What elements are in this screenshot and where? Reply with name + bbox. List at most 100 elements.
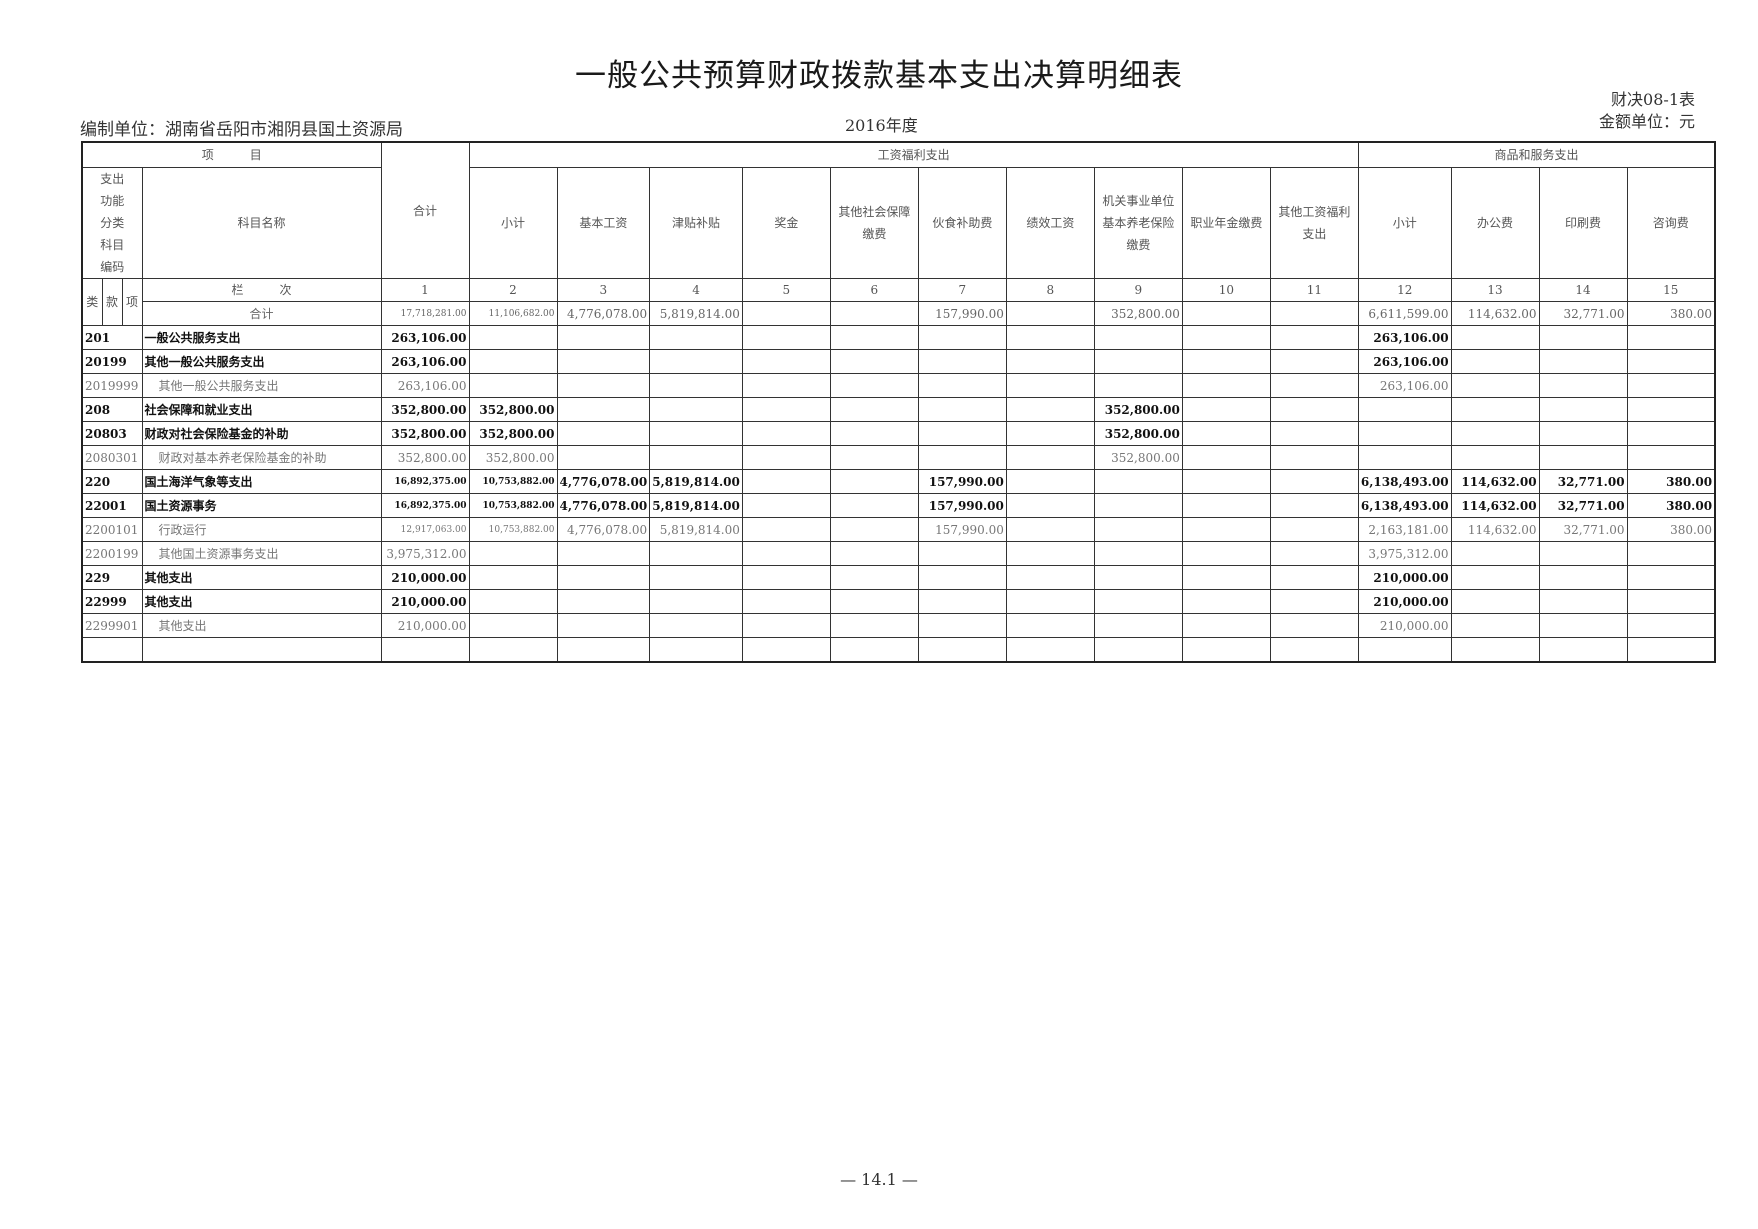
header-goods-group: 商品和服务支出 [1357,141,1716,168]
row-cell [741,349,831,374]
total-cell: 11,106,682.00 [468,301,558,326]
row-cell [1538,445,1628,470]
row-cell [1626,445,1716,470]
row-cell: 114,632.00 [1450,469,1540,494]
row-cell [1093,517,1183,542]
row-code: 22999 [81,589,143,614]
row-cell [1626,397,1716,422]
row-cell [556,373,651,398]
row-cell [1093,613,1183,638]
column-number: 10 [1181,278,1271,302]
row-cell [1005,541,1095,566]
row-cell [1269,349,1359,374]
row-cell [917,565,1007,590]
row-cell [1269,541,1359,566]
row-name: 财政对基本养老保险基金的补助 [141,445,382,470]
row-cell [1450,589,1540,614]
row-cell [829,541,919,566]
row-cell [1538,565,1628,590]
row-cell [1626,325,1716,350]
column-number: 15 [1626,278,1716,302]
row-cell [1269,397,1359,422]
form-number: 财决08-1表 [1611,90,1695,109]
header-sub-3: 基本工资 [556,167,651,279]
row-cell [829,421,919,446]
row-cell: 263,106.00 [1357,349,1452,374]
row-cell [829,493,919,518]
column-number: 9 [1093,278,1183,302]
budget-table: 项 目 合计 工资福利支出 商品和服务支出 支出功能分类科目编码 科目名称 小计… [81,141,1717,663]
total-cell [1181,301,1271,326]
row-cell [468,373,558,398]
row-cell [468,541,558,566]
row-cell [649,325,743,350]
row-cell [1181,397,1271,422]
row-cell [741,589,831,614]
empty-cell [380,637,470,663]
row-cell [829,445,919,470]
row-cell [1538,325,1628,350]
row-cell [1093,589,1183,614]
total-cell: 352,800.00 [1093,301,1183,326]
row-cell [649,589,743,614]
row-cell [1269,373,1359,398]
row-code: 2299901 [81,613,143,638]
row-name: 行政运行 [141,517,382,542]
total-cell: 157,990.00 [917,301,1007,326]
row-cell [1269,493,1359,518]
table-row: 220 国土海洋气象等支出 16,892,375.00 10,753,882.00 4,… [81,469,1716,494]
total-cell: 380.00 [1626,301,1716,326]
row-cell [1093,373,1183,398]
row-cell [1269,517,1359,542]
row-cell [556,565,651,590]
row-cell [1450,445,1540,470]
row-cell [468,613,558,638]
row-cell [1538,589,1628,614]
fiscal-year: 2016年度 [845,116,918,135]
row-cell: 380.00 [1626,517,1716,542]
row-cell [1269,613,1359,638]
empty-cell [1005,637,1095,663]
row-cell [649,397,743,422]
row-cell [468,565,558,590]
row-cell [1005,445,1095,470]
empty-cell [917,637,1007,663]
row-cell: 210,000.00 [1357,589,1452,614]
empty-cell [1450,637,1540,663]
row-code: 20803 [81,421,143,446]
row-cell [829,397,919,422]
empty-cell [741,637,831,663]
row-cell [741,421,831,446]
row-cell [556,421,651,446]
row-cell: 10,753,882.00 [468,517,558,542]
row-cell: 5,819,814.00 [649,469,743,494]
row-cell: 210,000.00 [1357,565,1452,590]
row-cell [1357,445,1452,470]
empty-cell [1538,637,1628,663]
total-cell [741,301,831,326]
row-cell: 210,000.00 [380,565,470,590]
row-name: 其他一般公共服务支出 [141,373,382,398]
row-cell [1450,349,1540,374]
row-cell: 4,776,078.00 [556,469,651,494]
row-cell [1450,565,1540,590]
table-row: 2200199 其他国土资源事务支出 3,975,312.00 3,975,312.0… [81,541,1716,566]
row-code: 20199 [81,349,143,374]
empty-cell [1181,637,1271,663]
total-cell: 4,776,078.00 [556,301,651,326]
header-sub-5: 奖金 [741,167,831,279]
row-cell [917,397,1007,422]
row-cell [556,445,651,470]
row-cell [741,541,831,566]
row-code: 208 [81,397,143,422]
total-cell: 6,611,599.00 [1357,301,1452,326]
row-cell: 157,990.00 [917,493,1007,518]
row-cell [917,349,1007,374]
row-cell: 5,819,814.00 [649,517,743,542]
row-cell [1005,589,1095,614]
row-cell [1450,421,1540,446]
row-cell [1093,469,1183,494]
row-cell [649,565,743,590]
row-code: 2200101 [81,517,143,542]
row-cell [1181,469,1271,494]
